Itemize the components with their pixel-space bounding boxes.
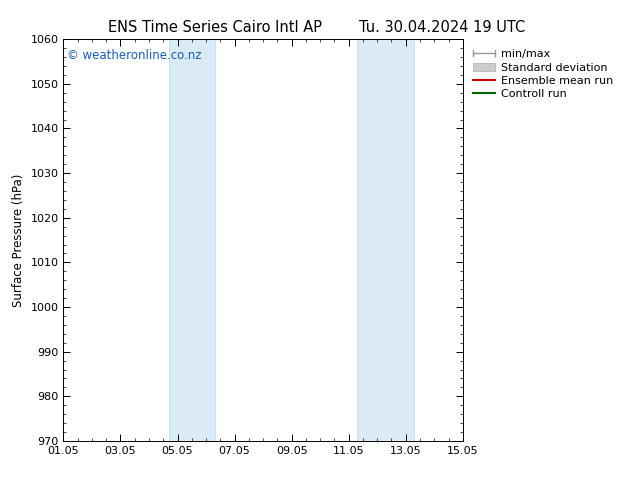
- Legend: min/max, Standard deviation, Ensemble mean run, Controll run: min/max, Standard deviation, Ensemble me…: [469, 45, 618, 104]
- Text: ENS Time Series Cairo Intl AP        Tu. 30.04.2024 19 UTC: ENS Time Series Cairo Intl AP Tu. 30.04.…: [108, 20, 526, 35]
- Bar: [169, 39, 214, 441]
- Text: © weatheronline.co.nz: © weatheronline.co.nz: [67, 49, 202, 62]
- Y-axis label: Surface Pressure (hPa): Surface Pressure (hPa): [12, 173, 25, 307]
- Bar: [358, 39, 415, 441]
